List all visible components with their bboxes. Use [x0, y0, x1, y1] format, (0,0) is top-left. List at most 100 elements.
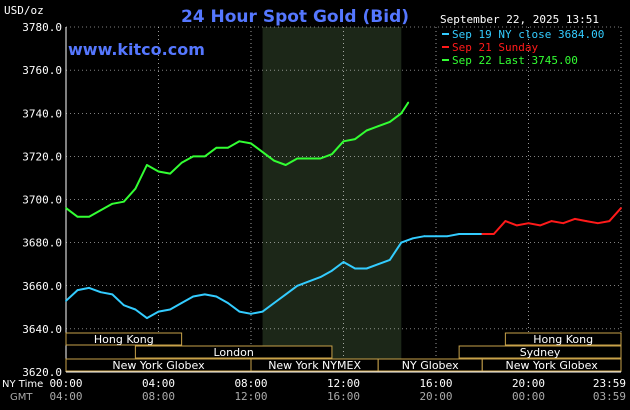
- x-tick-label-gmt: 16:00: [327, 390, 360, 403]
- market-session-box: [134, 345, 333, 359]
- data-point: [157, 170, 160, 173]
- y-tick-label: 3620.0: [22, 366, 62, 379]
- data-point: [157, 310, 160, 313]
- data-point: [377, 263, 380, 266]
- data-point: [226, 302, 229, 304]
- market-session-label: NY Globex: [402, 359, 459, 372]
- data-point: [296, 157, 299, 160]
- ny-time-axis-label: NY Time: [2, 379, 43, 390]
- chart-title: 24 Hour Spot Gold (Bid): [181, 7, 409, 27]
- data-point: [261, 310, 264, 313]
- x-tick-label-ny: 00:00: [49, 377, 82, 390]
- data-point: [573, 218, 576, 220]
- data-point: [562, 222, 565, 225]
- data-point: [180, 302, 183, 304]
- x-tick-label-gmt: 04:00: [49, 390, 82, 403]
- y-tick-label: 3680.0: [22, 237, 62, 250]
- data-point: [504, 220, 507, 222]
- y-tick-label: 3640.0: [22, 323, 62, 336]
- data-point: [99, 209, 102, 212]
- data-point: [65, 207, 67, 210]
- site-label: www.kitco.com: [68, 40, 205, 59]
- x-tick-label-gmt: 12:00: [234, 390, 267, 403]
- data-point: [550, 220, 553, 222]
- data-point: [585, 220, 588, 222]
- unit-label: USD/oz: [4, 4, 44, 17]
- data-point: [284, 164, 287, 166]
- data-point: [169, 308, 171, 311]
- data-point: [192, 155, 195, 158]
- data-point: [238, 310, 241, 313]
- data-point: [250, 142, 252, 145]
- market-session-label: London: [213, 346, 253, 359]
- data-point: [411, 237, 414, 240]
- data-point: [342, 261, 345, 263]
- x-tick-label-gmt: 00:00: [512, 390, 545, 403]
- y-tick-label: 3660.0: [22, 280, 62, 293]
- data-point: [203, 293, 206, 296]
- data-point: [458, 233, 461, 235]
- data-point: [146, 164, 148, 166]
- data-point: [307, 280, 310, 283]
- data-point: [331, 269, 333, 272]
- shaded-period: [262, 27, 402, 372]
- data-point: [596, 222, 599, 225]
- x-tick-label-ny: 23:59: [593, 377, 626, 390]
- grid: [65, 26, 622, 373]
- data-point: [99, 291, 102, 294]
- data-point: [284, 293, 287, 296]
- data-point: [354, 267, 356, 270]
- market-session-box: [504, 332, 622, 346]
- data-point: [527, 222, 530, 225]
- data-point: [146, 317, 148, 319]
- market-session-box: [481, 358, 622, 372]
- x-tick-label-ny: 20:00: [512, 377, 545, 390]
- data-point: [88, 287, 91, 289]
- data-point: [192, 295, 195, 298]
- data-point: [76, 289, 79, 291]
- data-point: [169, 172, 171, 175]
- x-tick-label-gmt: 03:59: [593, 390, 626, 403]
- data-point: [319, 276, 322, 279]
- market-session-label: Hong Kong: [533, 333, 593, 346]
- data-point: [273, 159, 276, 162]
- market-session-box: [458, 345, 622, 359]
- data-point: [608, 220, 611, 222]
- x-tick-label-gmt: 20:00: [419, 390, 452, 403]
- x-tick-label-gmt: 08:00: [142, 390, 175, 403]
- data-point: [65, 299, 67, 302]
- market-session-label: New York Globex: [506, 359, 599, 372]
- data-point: [481, 233, 484, 235]
- y-tick-label: 3700.0: [22, 194, 62, 207]
- data-point: [122, 304, 125, 307]
- y-tick-label: 3760.0: [22, 64, 62, 77]
- market-session-label: Hong Kong: [94, 333, 154, 346]
- data-point: [203, 155, 206, 158]
- data-point: [365, 267, 368, 270]
- data-point: [492, 233, 495, 235]
- data-point: [111, 202, 114, 205]
- x-tick-label-ny: 04:00: [142, 377, 175, 390]
- data-point: [111, 293, 114, 296]
- y-tick-label: 3780.0: [22, 21, 62, 34]
- data-point: [307, 157, 310, 160]
- y-axis: 3780.0 3760.0 3740.0 3720.0 3700.0 3680.0 3660…: [22, 21, 62, 379]
- x-tick-label-ny: 16:00: [419, 377, 452, 390]
- data-point: [446, 235, 449, 238]
- data-point: [226, 146, 229, 149]
- gmt-axis-label: GMT: [10, 392, 33, 403]
- data-point: [319, 157, 322, 160]
- data-point: [250, 312, 252, 315]
- timestamp: September 22, 2025 13:51: [440, 13, 599, 26]
- data-point: [215, 146, 218, 149]
- data-point: [215, 295, 218, 298]
- series-lines: [65, 101, 622, 320]
- x-axis: NY TimeGMT00:0004:0004:0008:0008:0012:00…: [2, 377, 626, 403]
- data-point: [296, 284, 299, 287]
- data-point: [435, 235, 437, 238]
- data-point: [365, 129, 368, 132]
- y-tick-label: 3740.0: [22, 107, 62, 120]
- legend-entry: Sep 22 Last 3745.00: [452, 54, 578, 67]
